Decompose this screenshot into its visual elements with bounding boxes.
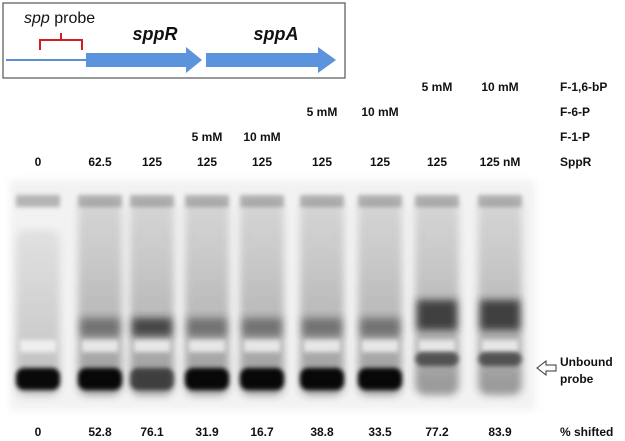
lane-smear xyxy=(130,200,174,395)
shifted-band xyxy=(242,318,282,336)
gene-label: sppR xyxy=(133,24,178,44)
condition-label: 5 mM xyxy=(307,105,338,119)
mid-clear xyxy=(419,340,455,352)
lane-smear xyxy=(240,200,284,395)
probe-label: spp probe xyxy=(24,10,95,27)
lane-smear xyxy=(16,230,60,395)
condition-label: 10 mM xyxy=(243,130,280,144)
unbound-band xyxy=(130,368,174,390)
shifted-value: 16.7 xyxy=(250,425,274,439)
lane-well xyxy=(16,195,60,207)
lane-well xyxy=(185,195,229,207)
lane-smear xyxy=(185,200,229,395)
condition-label: 125 nM xyxy=(480,155,521,169)
mid-clear xyxy=(82,340,118,352)
inset-diagram: spp probe sppR sppA xyxy=(2,2,346,79)
unbound-band xyxy=(415,352,459,366)
condition-label: 5 mM xyxy=(192,130,223,144)
shifted-value: 0 xyxy=(35,425,42,439)
condition-label: 125 xyxy=(142,155,162,169)
unbound-band xyxy=(300,368,344,390)
shifted-value: 76.1 xyxy=(140,425,164,439)
mid-clear xyxy=(244,340,280,352)
gene-arrow xyxy=(86,47,202,73)
shifted-band xyxy=(302,318,342,336)
condition-label: 5 mM xyxy=(422,80,453,94)
shifted-value: 83.9 xyxy=(488,425,512,439)
shifted-band xyxy=(187,318,227,336)
mid-clear xyxy=(189,340,225,352)
shifted-value: 31.9 xyxy=(195,425,219,439)
unbound-label: Unbound xyxy=(560,355,613,369)
condition-label: 10 mM xyxy=(361,105,398,119)
shifted-band xyxy=(360,318,400,336)
probe-bracket xyxy=(39,33,83,50)
shifted-value: 77.2 xyxy=(425,425,449,439)
shifted-value: 33.5 xyxy=(368,425,392,439)
condition-label: 125 xyxy=(427,155,447,169)
lane-smear xyxy=(78,200,122,395)
shifted-band xyxy=(417,300,457,330)
mid-clear xyxy=(362,340,398,352)
row-label: F-1,6-bP xyxy=(560,80,607,94)
unbound-band xyxy=(240,368,284,390)
lane-well xyxy=(240,195,284,207)
shifted-label: % shifted xyxy=(560,425,613,439)
shifted-value: 52.8 xyxy=(88,425,112,439)
row-label: SppR xyxy=(560,155,592,169)
unbound-marker: Unbound probe xyxy=(536,355,613,386)
unbound-band xyxy=(78,368,122,390)
condition-label: 10 mM xyxy=(481,80,518,94)
arrow-icon xyxy=(536,359,557,377)
gene-arrow xyxy=(206,47,336,73)
unbound-band xyxy=(478,352,522,366)
gel-image xyxy=(10,180,535,410)
condition-label: 62.5 xyxy=(88,155,112,169)
probe-word: probe xyxy=(54,10,95,27)
row-label: F-6-P xyxy=(560,105,590,119)
condition-label: 125 xyxy=(312,155,332,169)
lane-smear xyxy=(300,200,344,395)
unbound-band xyxy=(185,368,229,390)
unbound-band xyxy=(358,368,402,390)
lane-well xyxy=(130,195,174,207)
lane-well xyxy=(300,195,344,207)
shifted-value: 38.8 xyxy=(310,425,334,439)
lane-well xyxy=(78,195,122,207)
lane-labels: 5 mM 10 mM F-1,6-bP 5 mM 10 mM F-6-P 5 mM 10 mM… xyxy=(35,80,614,439)
mid-clear xyxy=(20,340,56,352)
condition-label: 125 xyxy=(370,155,390,169)
unbound-band xyxy=(16,368,60,390)
row-label: F-1-P xyxy=(560,130,590,144)
condition-label: 125 xyxy=(252,155,272,169)
condition-label: 125 xyxy=(197,155,217,169)
lane-smear xyxy=(358,200,402,395)
probe-name: spp xyxy=(24,10,50,27)
mid-clear xyxy=(134,340,170,352)
shifted-band xyxy=(480,300,520,330)
gene-label: sppA xyxy=(254,24,299,44)
lane-well xyxy=(415,195,459,207)
mid-clear xyxy=(304,340,340,352)
mid-clear xyxy=(482,340,518,352)
shifted-band xyxy=(80,318,120,336)
unbound-label: probe xyxy=(560,372,594,386)
lane-well xyxy=(358,195,402,207)
lane-well xyxy=(478,195,522,207)
shifted-band xyxy=(132,318,172,336)
condition-label: 0 xyxy=(35,155,42,169)
